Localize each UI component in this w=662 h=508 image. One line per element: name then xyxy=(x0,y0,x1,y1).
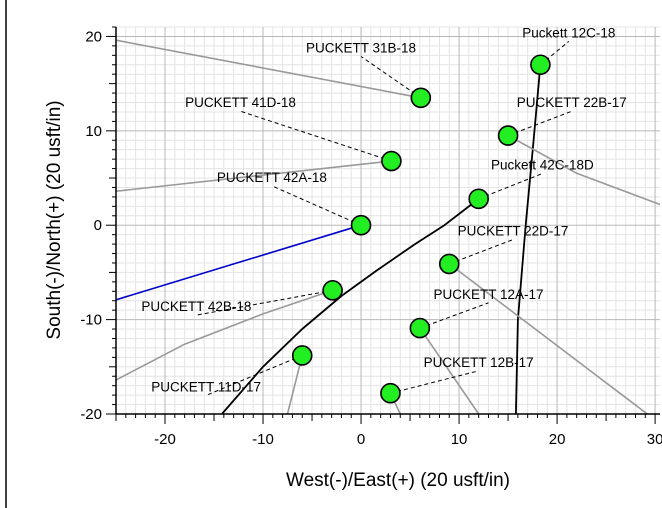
well-path-line xyxy=(448,263,648,414)
well-label: PUCKETT 41D-18 xyxy=(185,95,296,110)
well-marker xyxy=(409,317,431,339)
well-markers xyxy=(291,54,551,404)
well-label: PUCKETT 12A-17 xyxy=(433,287,543,302)
well-marker xyxy=(410,87,432,109)
y-tick-label: 20 xyxy=(85,28,102,45)
well-label: PUCKETT 31B-18 xyxy=(306,40,416,55)
well-label: PUCKETT 42B-18 xyxy=(141,299,251,314)
minor-grid xyxy=(115,26,660,414)
y-axis-title: South(-)/North(+) (20 usft/in) xyxy=(44,100,65,339)
leader-line xyxy=(390,370,479,394)
well-marker xyxy=(291,345,313,366)
well-marker xyxy=(530,54,551,76)
leader-line xyxy=(360,56,422,99)
leader-line xyxy=(419,302,489,329)
well-label: PUCKETT 42A-18 xyxy=(217,170,327,185)
leader-line xyxy=(240,110,392,162)
leader-line xyxy=(271,185,362,226)
well-marker xyxy=(381,150,402,172)
x-tick-label: 10 xyxy=(451,431,468,448)
well-marker xyxy=(497,125,519,146)
tick-labels: -20 -10 0 10 20 30 -20 -10 0 10 20 xyxy=(80,28,662,448)
y-tick-label: 0 xyxy=(94,217,102,234)
leader-line xyxy=(478,173,543,200)
well-marker xyxy=(438,253,460,275)
x-axis-title: West(-)/East(+) (20 usft/in) xyxy=(286,470,510,491)
well-path-line xyxy=(507,134,661,206)
well-paths xyxy=(116,39,661,414)
well-labels: Puckett 12C-18 PUCKETT 31B-18 PUCKETT 22B-… xyxy=(141,25,626,394)
leader-line xyxy=(449,239,514,265)
well-path-line xyxy=(116,224,362,301)
well-path-line xyxy=(116,160,392,192)
y-tick-label: -20 xyxy=(80,406,102,423)
label-leaders xyxy=(196,40,572,396)
well-marker xyxy=(322,280,343,301)
y-tick-label: -10 xyxy=(80,312,102,329)
well-label: PUCKETT 22B-17 xyxy=(517,95,627,110)
x-tick-label: -20 xyxy=(154,431,176,448)
leader-line xyxy=(205,355,303,396)
y-tick-label: 10 xyxy=(85,123,102,140)
x-tick-label: 30 xyxy=(647,431,662,448)
axes xyxy=(106,26,660,424)
well-label: Puckett 42C-18D xyxy=(491,158,594,173)
x-tick-label: 0 xyxy=(357,431,365,448)
well-marker xyxy=(380,382,401,404)
well-path-line xyxy=(116,39,421,99)
x-tick-label: 20 xyxy=(549,431,566,448)
x-tick-label: -10 xyxy=(252,431,274,448)
well-path-line xyxy=(419,327,480,414)
well-marker xyxy=(350,214,372,236)
well-label: Puckett 12C-18 xyxy=(522,25,615,40)
well-marker xyxy=(468,188,489,210)
well-label: PUCKETT 12B-17 xyxy=(424,355,534,370)
well-label: PUCKETT 11D-17 xyxy=(151,379,261,394)
well-path-line xyxy=(515,64,542,414)
leader-line xyxy=(196,289,333,316)
well-path-line xyxy=(221,198,480,414)
leader-line xyxy=(507,110,572,137)
well-label: PUCKETT 22D-17 xyxy=(458,224,569,239)
leader-line xyxy=(540,40,570,66)
well-path-line xyxy=(116,289,333,381)
